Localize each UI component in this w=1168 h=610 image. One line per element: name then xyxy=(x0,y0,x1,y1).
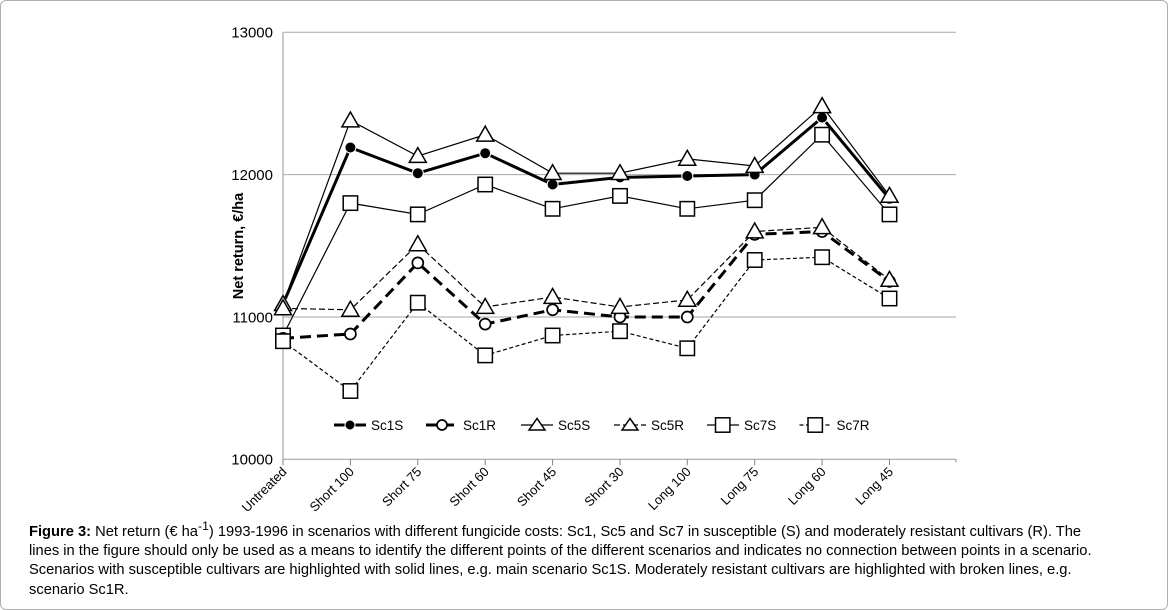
svg-text:12000: 12000 xyxy=(231,167,273,184)
svg-text:Short 100: Short 100 xyxy=(307,464,357,514)
svg-text:Untreated: Untreated xyxy=(239,464,290,515)
svg-text:Long 45: Long 45 xyxy=(852,464,896,508)
svg-text:Long 100: Long 100 xyxy=(645,464,694,513)
svg-text:Sc7R: Sc7R xyxy=(837,418,870,433)
svg-text:Long 75: Long 75 xyxy=(717,464,761,508)
svg-text:Net return, €/ha: Net return, €/ha xyxy=(231,192,247,299)
svg-text:Sc1S: Sc1S xyxy=(371,418,403,433)
svg-text:Short 30: Short 30 xyxy=(581,464,626,509)
svg-text:Sc5S: Sc5S xyxy=(558,418,590,433)
svg-text:Sc1R: Sc1R xyxy=(463,418,496,433)
svg-text:Short 45: Short 45 xyxy=(514,464,559,509)
svg-text:11000: 11000 xyxy=(232,309,273,326)
svg-text:Sc7S: Sc7S xyxy=(744,418,776,433)
svg-text:10000: 10000 xyxy=(231,452,273,469)
svg-text:13000: 13000 xyxy=(231,25,273,42)
svg-text:Short 75: Short 75 xyxy=(379,464,424,509)
svg-text:Short 60: Short 60 xyxy=(446,464,491,509)
svg-text:Sc5R: Sc5R xyxy=(651,418,684,433)
svg-text:Long 60: Long 60 xyxy=(785,464,829,508)
